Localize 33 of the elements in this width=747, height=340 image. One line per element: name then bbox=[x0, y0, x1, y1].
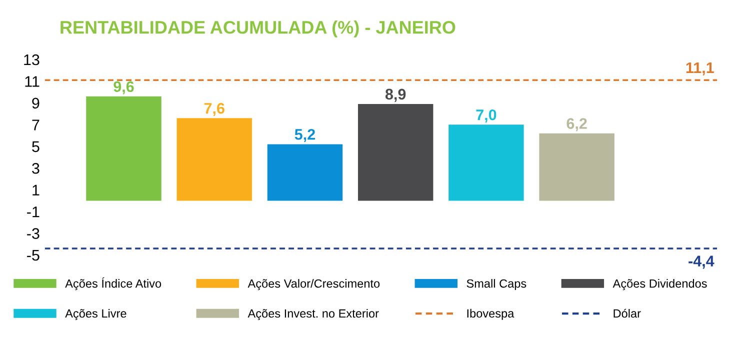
y-tick-label: 13 bbox=[24, 54, 40, 66]
legend-label: Ações Invest. no Exterior bbox=[248, 308, 379, 320]
legend-label: Ações Índice Ativo bbox=[65, 277, 162, 290]
data-label: 6,2 bbox=[566, 118, 587, 132]
legend-label: Ações Livre bbox=[65, 308, 126, 320]
bar bbox=[539, 133, 614, 201]
legend-label: Small Caps bbox=[466, 279, 526, 290]
bar bbox=[176, 118, 252, 201]
y-tick-label: 11 bbox=[25, 76, 40, 87]
legend-label: Dólar bbox=[614, 308, 641, 318]
y-tick-label: 5 bbox=[32, 141, 40, 152]
data-label: 9,6 bbox=[114, 81, 134, 94]
legend-label: Ibovespa bbox=[467, 308, 514, 320]
legend-label: Ações Dividendos bbox=[612, 279, 707, 290]
annotation: -4,4 bbox=[688, 256, 714, 269]
y-tick-label: -5 bbox=[27, 250, 40, 261]
legend-label: Ações Valor/Crescimento bbox=[248, 279, 380, 290]
y-tick-label: 3 bbox=[32, 162, 40, 174]
y-tick-label: 7 bbox=[32, 120, 40, 130]
y-tick-label: -3 bbox=[27, 228, 40, 239]
bar bbox=[86, 96, 162, 201]
annotation: 11,1 bbox=[686, 62, 714, 76]
y-tick-label: -1 bbox=[27, 206, 40, 218]
data-label: 7,6 bbox=[204, 102, 224, 116]
data-label: 8,9 bbox=[385, 88, 406, 102]
chart-title: RENTABILIDADE ACUMULADA (%) - JANEIRO bbox=[60, 20, 456, 38]
y-tick-label: 9 bbox=[32, 98, 40, 109]
bar bbox=[358, 104, 434, 201]
bar bbox=[448, 124, 524, 201]
y-tick-label: 1 bbox=[32, 184, 40, 196]
bar bbox=[267, 144, 343, 201]
data-label: 5,2 bbox=[294, 128, 315, 142]
data-label: 7,0 bbox=[476, 109, 496, 122]
